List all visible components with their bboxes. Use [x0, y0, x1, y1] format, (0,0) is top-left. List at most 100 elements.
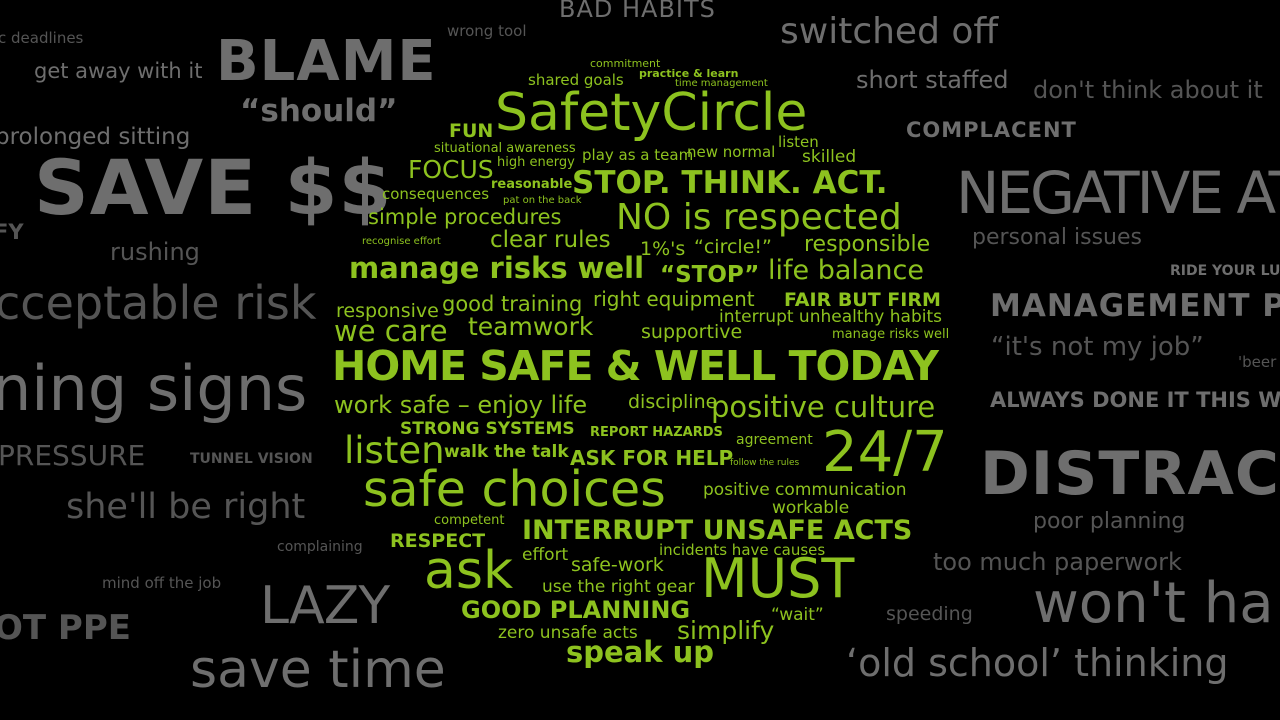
word: life balance	[768, 255, 925, 286]
word: SafetyCircle	[495, 83, 808, 143]
word: too much paperwork	[933, 548, 1182, 576]
word: practice & learn	[639, 67, 739, 80]
word: 24/7	[822, 420, 948, 485]
word: incidents have causes	[659, 541, 826, 559]
word: speeding	[886, 603, 973, 625]
word: c deadlines	[0, 29, 84, 47]
word: LAZY	[260, 576, 390, 636]
word: ask	[424, 541, 514, 601]
word: ASK FOR HELP	[570, 446, 734, 470]
word: get away with it	[34, 59, 203, 83]
word: skilled	[802, 147, 857, 167]
word: save time	[190, 640, 446, 700]
word: workable	[772, 498, 850, 518]
word: right equipment	[593, 287, 755, 311]
word: speak up	[566, 635, 715, 669]
word: zero unsafe acts	[498, 623, 638, 643]
word: effort	[522, 545, 569, 565]
word: 1%'s	[640, 238, 686, 260]
word: new normal	[687, 143, 776, 161]
word: PRESSURE	[0, 439, 146, 472]
word: switched off	[780, 11, 999, 52]
word: follow the rules	[730, 458, 800, 468]
word: FAIR BUT FIRM	[784, 289, 941, 311]
word: reasonable	[491, 177, 573, 192]
word: REPORT HAZARDS	[590, 425, 723, 440]
word: situational awareness	[434, 141, 576, 156]
word: we care	[334, 314, 448, 348]
word: RESPECT	[390, 530, 486, 552]
word: “it's not my job”	[991, 332, 1204, 362]
word: walk the talk	[444, 442, 569, 462]
word: FOCUS	[408, 155, 494, 184]
word: BAD HABITS	[559, 0, 716, 23]
word: responsible	[804, 232, 931, 257]
word: wrong tool	[447, 22, 527, 40]
word: poor planning	[1033, 509, 1186, 534]
word: NO is respected	[616, 197, 902, 238]
word: STRONG SYSTEMS	[400, 419, 575, 439]
word: positive culture	[711, 390, 936, 424]
word: clear rules	[490, 227, 611, 253]
word: cceptable risk	[0, 276, 317, 330]
word: OT PPE	[0, 608, 131, 648]
word: discipline	[628, 391, 718, 413]
word: listen	[344, 429, 445, 472]
word: GOOD PLANNING	[461, 596, 691, 624]
word: time management	[675, 78, 768, 89]
word: BLAME	[216, 29, 437, 94]
word: HOME SAFE & WELL TODAY	[332, 342, 939, 390]
word: FUN	[449, 120, 494, 142]
word: interrupt unhealthy habits	[719, 307, 942, 327]
word: 'beer	[1238, 353, 1277, 371]
word: consequences	[382, 185, 490, 203]
word: responsive	[336, 300, 439, 322]
word: manage risks well	[832, 327, 950, 342]
word: safe-work	[571, 554, 664, 576]
word: positive communication	[703, 480, 907, 500]
word: don't think about it	[1033, 76, 1263, 104]
word: listen	[778, 133, 819, 151]
word: won't ha	[1033, 571, 1274, 636]
word: good training	[442, 292, 583, 316]
word: “wait”	[771, 605, 824, 625]
word: INTERRUPT UNSAFE ACTS	[522, 515, 913, 546]
word: NEGATIVE ATT	[956, 159, 1280, 227]
word: “STOP”	[660, 262, 760, 288]
word: COMPLACENT	[906, 118, 1077, 142]
word: rushing	[110, 238, 200, 266]
word: personal issues	[972, 225, 1142, 250]
word: work safe – enjoy life	[334, 391, 588, 419]
word: teamwork	[468, 312, 594, 341]
word: MANAGEMENT PR	[990, 288, 1280, 324]
word: safe choices	[363, 461, 666, 518]
word: FY	[0, 220, 24, 244]
word: mind off the job	[102, 574, 222, 592]
word: DISTRACT	[980, 439, 1280, 509]
word: pat on the back	[503, 195, 582, 206]
word: complaining	[277, 539, 363, 555]
word: SAVE $$	[34, 143, 393, 232]
word: use the right gear	[542, 577, 695, 597]
word: commitment	[590, 57, 661, 70]
word: agreement	[736, 432, 813, 448]
word: MUST	[701, 547, 855, 610]
word: recognise effort	[362, 236, 441, 247]
word: manage risks well	[349, 251, 645, 285]
word: she'll be right	[66, 487, 306, 527]
word: RIDE YOUR LU	[1170, 263, 1280, 279]
word: simplify	[677, 616, 775, 645]
word: supportive	[641, 321, 743, 343]
word: shared goals	[528, 71, 624, 89]
word: TUNNEL VISION	[190, 451, 313, 467]
word: short staffed	[856, 66, 1009, 94]
word: ning signs	[0, 352, 308, 425]
word: “should”	[240, 93, 398, 129]
word: play as a team	[582, 146, 694, 164]
word: high energy	[497, 155, 575, 170]
word: ALWAYS DONE IT THIS WA	[990, 388, 1280, 412]
word: prolonged sitting	[0, 124, 191, 150]
word: “circle!”	[694, 236, 772, 258]
word: simple procedures	[368, 205, 562, 229]
